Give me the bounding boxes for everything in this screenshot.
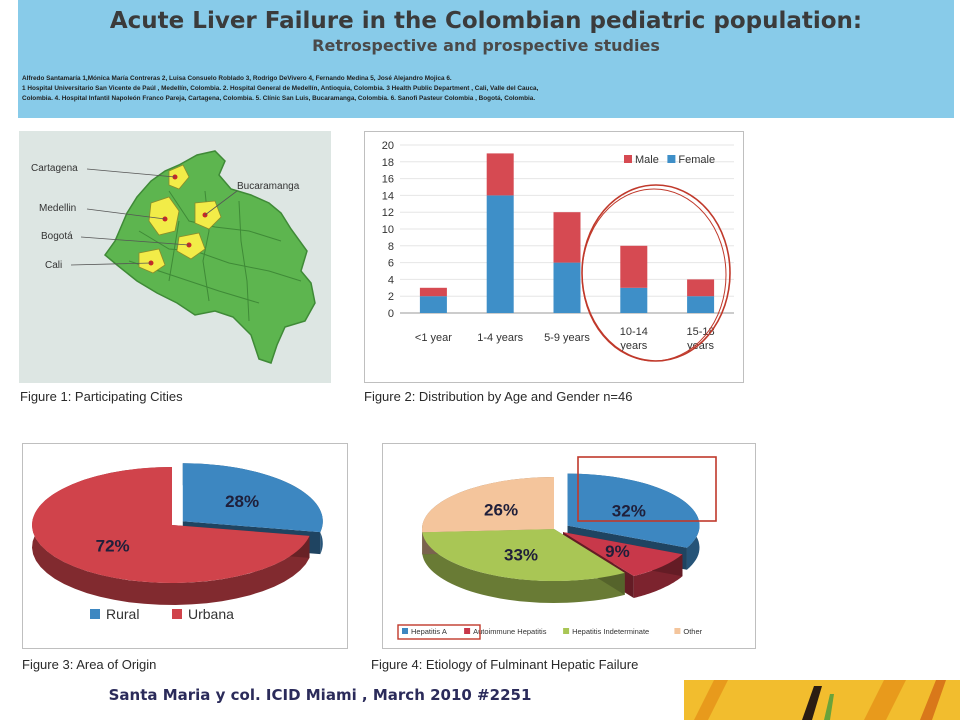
- y-tick-label: 8: [388, 241, 394, 253]
- y-tick-label: 12: [382, 207, 394, 219]
- authors-block: Alfredo Santamaría 1,Mónica María Contre…: [22, 74, 950, 104]
- figure3-pie-chart: 28% 72% Rural Urbana: [22, 443, 348, 649]
- legend-label: Other: [683, 627, 702, 636]
- header-banner: Acute Liver Failure in the Colombian ped…: [18, 0, 954, 118]
- decor-background: [684, 680, 960, 720]
- area-slice-label: 28%: [225, 492, 259, 511]
- authors-line: Colombia. 4. Hospital Infantil Napoleón …: [22, 95, 536, 102]
- highlight-box-legend: [397, 624, 481, 640]
- legend-swatch: [667, 155, 676, 163]
- decor-stripe: [694, 680, 728, 720]
- etiology-slice-label: 26%: [484, 500, 518, 519]
- legend-label: Hepatitis Indeterminate: [572, 627, 649, 636]
- legend-swatch: [172, 609, 182, 619]
- etiology-slice-label: 32%: [612, 501, 646, 520]
- x-tick-label: 1-4 years: [477, 332, 523, 344]
- legend-swatch: [563, 628, 570, 634]
- city-label-cali: Cali: [45, 260, 62, 271]
- city-label-bogota: Bogotá: [41, 231, 73, 242]
- etiology-slice-top: [422, 529, 625, 581]
- figure2-bar-chart: 0 2 4 6 8 10 12 14 16 18 20 <1 year 1-4 years 5-9 ye…: [364, 131, 744, 383]
- etiology-slice-top: [422, 477, 554, 533]
- decor-stripe: [802, 686, 822, 720]
- area-slice-top: [182, 463, 323, 533]
- figure4-pie-chart: 32% 9% 33% 26% Hepatitis A Autoimmune Hepati…: [382, 443, 756, 649]
- figure2-caption: Figure 2: Distribution by Age and Gender…: [364, 389, 633, 404]
- y-tick-label: 4: [388, 274, 394, 286]
- legend-label: Rural: [106, 606, 139, 622]
- poster-title: Acute Liver Failure in the Colombian ped…: [109, 8, 863, 34]
- legend-label: Female: [678, 154, 715, 166]
- figure4-caption: Figure 4: Etiology of Fulminant Hepatic …: [371, 657, 639, 672]
- y-tick-label: 20: [382, 140, 394, 152]
- figure1-caption: Figure 1: Participating Cities: [20, 389, 183, 404]
- legend-label: Male: [635, 154, 659, 166]
- decorative-strip: [684, 680, 960, 720]
- decor-stripe: [824, 694, 834, 720]
- legend-swatch: [90, 609, 100, 619]
- area-slice-label: 72%: [96, 536, 130, 555]
- highlight-circle-inner: [581, 188, 727, 362]
- decor-stripe: [864, 680, 906, 720]
- y-tick-label: 16: [382, 174, 394, 186]
- figure3-caption: Figure 3: Area of Origin: [22, 657, 157, 672]
- poster-subtitle: Retrospective and prospective studies: [312, 36, 660, 55]
- bar-female: [419, 296, 447, 313]
- y-tick-label: 14: [382, 190, 394, 202]
- bar-female: [620, 287, 648, 313]
- bar-male: [553, 212, 581, 263]
- y-tick-label: 0: [388, 308, 394, 320]
- legend-swatch: [464, 628, 471, 634]
- y-tick-label: 2: [388, 291, 394, 303]
- etiology-slice-label: 9%: [605, 542, 630, 561]
- y-tick-label: 6: [388, 258, 394, 270]
- x-tick-label: <1 year: [415, 332, 452, 344]
- bar-female: [687, 296, 715, 313]
- area-slice-top: [31, 467, 310, 583]
- legend-label: Hepatitis A: [411, 627, 447, 636]
- x-tick-label: 10-14 years: [620, 326, 648, 352]
- y-tick-label: 18: [382, 157, 394, 169]
- bar-female: [486, 195, 514, 313]
- city-leader-lines: [70, 168, 238, 266]
- etiology-slice-top: [563, 532, 683, 577]
- legend-label: Urbana: [188, 606, 234, 622]
- legend-swatch: [674, 628, 681, 634]
- city-label-medellin: Medellin: [39, 203, 76, 214]
- bar-male: [687, 279, 715, 297]
- etiology-slice-label: 33%: [504, 545, 538, 564]
- legend-swatch: [624, 155, 632, 163]
- etiology-slice-side: [422, 532, 625, 603]
- bar-male: [486, 153, 514, 196]
- authors-line: Alfredo Santamaría 1,Mónica María Contre…: [22, 75, 452, 82]
- legend-label: Autoimmune Hepatitis: [473, 627, 547, 636]
- legend-swatch: [402, 628, 408, 634]
- decor-stripe: [920, 680, 946, 720]
- authors-line: 1 Hospital Universitario San Vicente de …: [22, 85, 539, 92]
- figure1-map: Cartagena Bucaramanga Medellin Bogotá Ca…: [19, 131, 331, 383]
- footer-citation: Santa Maria y col. ICID Miami , March 20…: [108, 686, 532, 704]
- bar-male: [419, 287, 447, 297]
- bar-female: [553, 262, 581, 313]
- etiology-slice-top: [567, 473, 700, 548]
- x-tick-label: 5-9 years: [544, 332, 590, 344]
- bar-male: [620, 245, 648, 288]
- city-label-bucaramanga: Bucaramanga: [237, 181, 300, 192]
- city-label-cartagena: Cartagena: [31, 163, 78, 174]
- highlight-box-slice: [577, 456, 717, 522]
- y-tick-label: 10: [382, 224, 394, 236]
